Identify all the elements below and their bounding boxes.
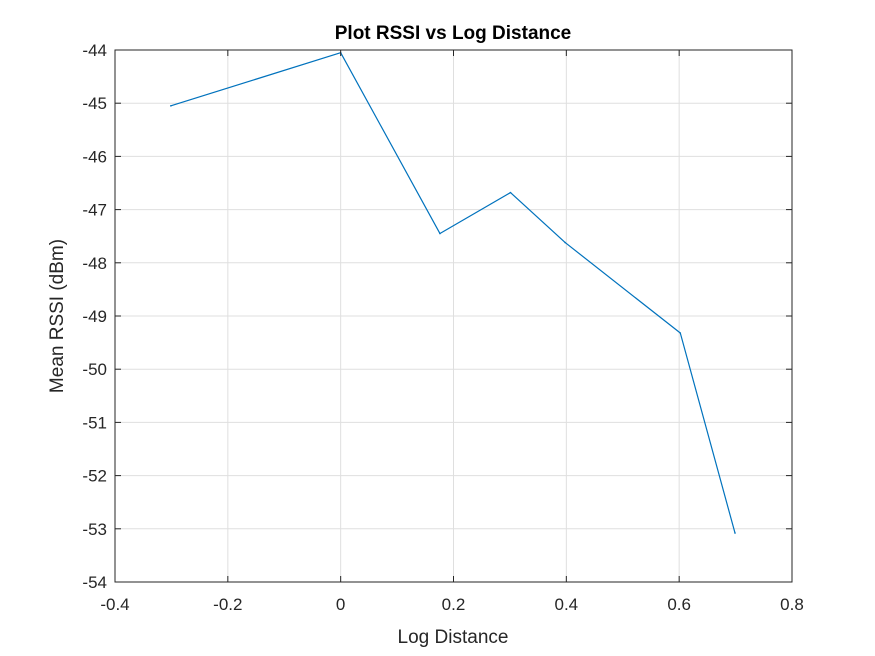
y-tick-label: -53 xyxy=(82,520,107,539)
x-tick-label: 0.8 xyxy=(780,595,804,614)
y-tick-label: -50 xyxy=(82,360,107,379)
data-point xyxy=(170,105,172,107)
y-tick-label: -47 xyxy=(82,201,107,220)
x-tick-label: -0.2 xyxy=(213,595,242,614)
x-tick-label: 0.2 xyxy=(442,595,466,614)
y-tick-label: -52 xyxy=(82,467,107,486)
x-tick-label: 0.6 xyxy=(667,595,691,614)
tick-marks xyxy=(114,49,793,583)
y-tick-label: -48 xyxy=(82,254,107,273)
data-point xyxy=(509,191,512,194)
x-tick-label: 0.4 xyxy=(555,595,579,614)
data-point xyxy=(734,532,736,534)
y-tick-label: -54 xyxy=(82,573,107,592)
y-tick-label: -51 xyxy=(82,413,107,432)
data-point xyxy=(564,241,567,244)
y-axis-title: Mean RSSI (dBm) xyxy=(47,239,68,393)
x-axis-title: Log Distance xyxy=(398,627,509,648)
y-tick-labels: -54 -53 -52 -51 -50 -49 -48 -47 -46 -45 -44 xyxy=(82,41,107,592)
chart-title: Plot RSSI vs Log Distance xyxy=(335,23,572,44)
data-point xyxy=(679,332,682,334)
y-tick-label: -49 xyxy=(82,307,107,326)
y-tick-label: -46 xyxy=(82,147,107,166)
data-point xyxy=(439,232,441,235)
y-tick-label: -44 xyxy=(82,41,107,60)
x-tick-label: -0.4 xyxy=(100,595,129,614)
x-tick-label: 0 xyxy=(336,595,345,614)
x-tick-labels: -0.4 -0.2 0 0.2 0.4 0.6 0.8 xyxy=(100,595,803,614)
y-tick-label: -45 xyxy=(82,94,107,113)
